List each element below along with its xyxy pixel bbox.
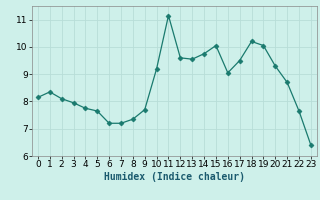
X-axis label: Humidex (Indice chaleur): Humidex (Indice chaleur)	[104, 172, 245, 182]
